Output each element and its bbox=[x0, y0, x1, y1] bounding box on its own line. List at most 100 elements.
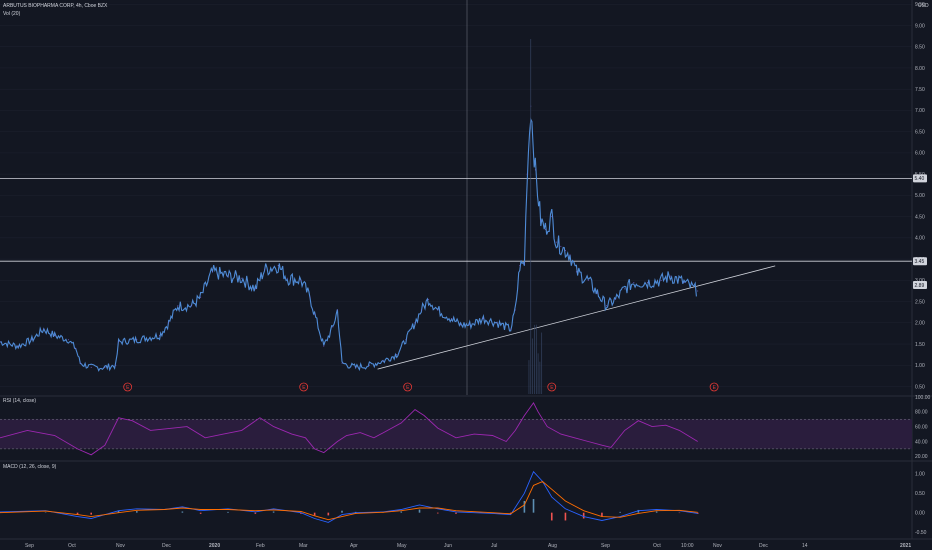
price-label-text: 3.45 bbox=[915, 259, 925, 265]
earnings-marker[interactable] bbox=[403, 382, 413, 392]
time-tick-label: Sep bbox=[25, 543, 34, 549]
time-tick-label: 14 bbox=[802, 543, 808, 549]
price-point bbox=[420, 309, 422, 311]
time-tick-label: Apr bbox=[350, 543, 358, 549]
price-point bbox=[405, 339, 407, 341]
price-point bbox=[309, 296, 311, 298]
macd-tick-label: 0.50 bbox=[915, 491, 925, 497]
price-point bbox=[323, 345, 325, 347]
price-point bbox=[115, 364, 117, 366]
price-point bbox=[90, 366, 92, 368]
time-tick-label: May bbox=[397, 543, 407, 549]
time-tick-label: Mar bbox=[299, 543, 308, 549]
price-point bbox=[341, 362, 343, 364]
time-tick-label: Jul bbox=[491, 543, 497, 549]
price-point bbox=[669, 275, 671, 277]
price-point bbox=[437, 309, 439, 311]
price-tick-label: 1.50 bbox=[915, 342, 925, 348]
price-point bbox=[534, 169, 536, 171]
price-tick-label: 7.00 bbox=[915, 108, 925, 114]
macd-tick-label: -0.50 bbox=[915, 530, 927, 536]
price-point bbox=[414, 322, 416, 324]
price-label-pill[interactable] bbox=[913, 257, 927, 266]
price-point bbox=[159, 335, 161, 337]
price-pane[interactable] bbox=[0, 39, 912, 394]
price-point bbox=[540, 220, 542, 222]
price-point bbox=[510, 328, 512, 330]
price-point bbox=[368, 364, 370, 366]
macd-header[interactable]: MACD (12, 26, close, 9) bbox=[3, 464, 59, 470]
price-axis[interactable]: 9.509.008.508.007.507.006.506.005.505.00… bbox=[913, 2, 931, 536]
price-point bbox=[54, 335, 56, 337]
macd-tick-label: 1.00 bbox=[915, 471, 925, 477]
grid bbox=[0, 3, 912, 387]
rsi-tick-label: 40.00 bbox=[915, 439, 928, 445]
price-point bbox=[241, 277, 243, 279]
rsi-indicator-label[interactable]: RSI (14, close) bbox=[3, 398, 37, 404]
volume-indicator-label[interactable]: Vol (20) bbox=[3, 11, 21, 17]
rsi-tick-label: 20.00 bbox=[915, 454, 928, 460]
earnings-marker[interactable] bbox=[123, 382, 133, 392]
price-tick-label: 8.50 bbox=[915, 45, 925, 51]
earnings-marker[interactable] bbox=[299, 382, 309, 392]
macd-tick-label: 0.00 bbox=[915, 510, 925, 516]
time-tick-label: Oct bbox=[68, 543, 76, 549]
volume-header[interactable]: Vol (20) bbox=[3, 11, 23, 17]
rsi-band bbox=[0, 418, 912, 450]
rsi-header[interactable]: RSI (14, close) bbox=[3, 398, 39, 404]
price-point bbox=[605, 305, 607, 307]
price-point bbox=[544, 228, 546, 230]
time-tick-label: Oct bbox=[653, 543, 661, 549]
price-point bbox=[314, 313, 316, 315]
macd-indicator-label[interactable]: MACD (12, 26, close, 9) bbox=[3, 464, 57, 470]
trendline[interactable] bbox=[377, 265, 776, 370]
price-point bbox=[587, 279, 589, 281]
signal-line[interactable] bbox=[0, 480, 698, 521]
macd-pane[interactable] bbox=[0, 470, 699, 523]
earnings-marker[interactable] bbox=[709, 382, 719, 392]
time-tick-label: Aug bbox=[548, 543, 557, 549]
price-point bbox=[254, 288, 256, 290]
price-tick-label: 4.50 bbox=[915, 214, 925, 220]
price-point bbox=[615, 298, 617, 300]
time-tick-label: Dec bbox=[759, 543, 768, 549]
price-point bbox=[526, 173, 528, 175]
earnings-marker-label: E bbox=[713, 385, 717, 391]
earnings-marker-label: E bbox=[126, 385, 130, 391]
price-point bbox=[355, 366, 357, 368]
price-tick-label: 2.00 bbox=[915, 321, 925, 327]
price-point bbox=[75, 347, 77, 349]
price-point bbox=[647, 281, 649, 283]
time-tick-label: 2020 bbox=[209, 543, 220, 549]
price-point bbox=[17, 345, 19, 347]
price-label-pill[interactable] bbox=[913, 280, 927, 289]
rsi-pane[interactable] bbox=[0, 402, 698, 456]
price-point bbox=[551, 216, 553, 218]
price-point bbox=[43, 328, 45, 330]
symbol-title[interactable]: ARBUTUS BIOPHARMA CORP, 4h, Cboe BZX bbox=[3, 3, 108, 9]
time-axis[interactable]: Sep Oct Nov Dec 2020 Feb Mar Apr May Jun Jul Aug Sep… bbox=[25, 543, 911, 549]
price-tick-label: 6.00 bbox=[915, 151, 925, 157]
rsi-tick-label: 60.00 bbox=[915, 424, 928, 430]
price-point bbox=[564, 250, 566, 252]
symbol-header[interactable]: ARBUTUS BIOPHARMA CORP, 4h, Cboe BZX bbox=[3, 3, 110, 9]
price-point bbox=[336, 309, 338, 311]
price-point bbox=[227, 275, 229, 277]
earnings-marker-label: E bbox=[406, 385, 410, 391]
price-label-text: 5.40 bbox=[915, 176, 925, 182]
price-point bbox=[136, 339, 138, 341]
time-tick-label: 2021 bbox=[900, 543, 911, 549]
price-point bbox=[211, 271, 213, 273]
currency-label: USD bbox=[918, 3, 929, 9]
price-point bbox=[263, 269, 265, 271]
price-point bbox=[514, 309, 516, 311]
earnings-marker[interactable] bbox=[547, 382, 557, 392]
rsi-line[interactable] bbox=[0, 402, 698, 456]
time-tick-label: Feb bbox=[256, 543, 265, 549]
price-tick-label: 8.00 bbox=[915, 66, 925, 72]
price-label-pill[interactable] bbox=[913, 174, 927, 183]
price-point bbox=[460, 324, 462, 326]
